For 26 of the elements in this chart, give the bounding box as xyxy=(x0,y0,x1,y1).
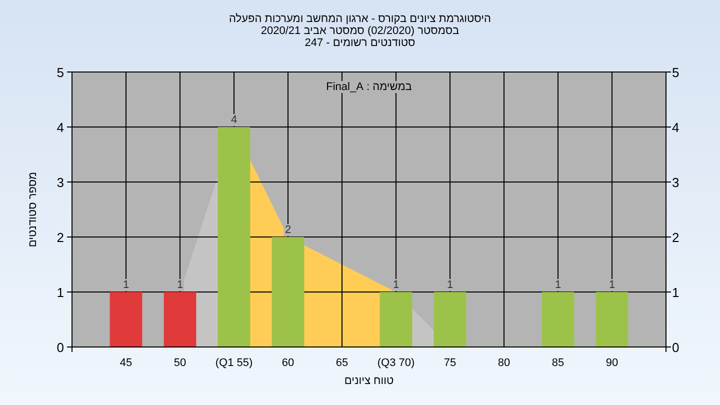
y-tick-label: 3 xyxy=(56,175,64,190)
y2-tick-label: 5 xyxy=(672,65,680,80)
x-tick-label: 45 xyxy=(120,357,132,369)
x-tick-label: 80 xyxy=(498,357,510,369)
y2-tick-label: 4 xyxy=(672,120,680,135)
x-tick-label: 75 xyxy=(444,357,456,369)
y-axis-title: מספר סטודנטים xyxy=(27,172,39,248)
y-tick-label: 1 xyxy=(56,285,64,300)
y-tick-label: 2 xyxy=(56,230,64,245)
x-tick-label: 90 xyxy=(606,357,618,369)
x-tick-label: (Q1 55) xyxy=(215,357,253,369)
y-tick-label: 0 xyxy=(56,340,64,355)
annotation: במשימה : Final_A xyxy=(326,81,412,93)
x-tick-label: 50 xyxy=(174,357,186,369)
y2-tick-label: 0 xyxy=(672,340,680,355)
x-tick-label: 85 xyxy=(552,357,564,369)
y2-tick-label: 1 xyxy=(672,285,680,300)
y2-tick-label: 3 xyxy=(672,175,680,190)
y-tick-label: 5 xyxy=(56,65,64,80)
x-axis-title: טווח ציונים xyxy=(344,375,394,387)
title: היסטוגרמת ציונים בקורס - ארגון המחשב ומערכות הפעלה xyxy=(229,13,491,25)
x-tick-label: 60 xyxy=(282,357,294,369)
y-tick-label: 4 xyxy=(56,120,64,135)
y2-tick-label: 2 xyxy=(672,230,680,245)
x-tick-label: (Q3 70) xyxy=(377,357,415,369)
x-tick-label: 65 xyxy=(336,357,348,369)
